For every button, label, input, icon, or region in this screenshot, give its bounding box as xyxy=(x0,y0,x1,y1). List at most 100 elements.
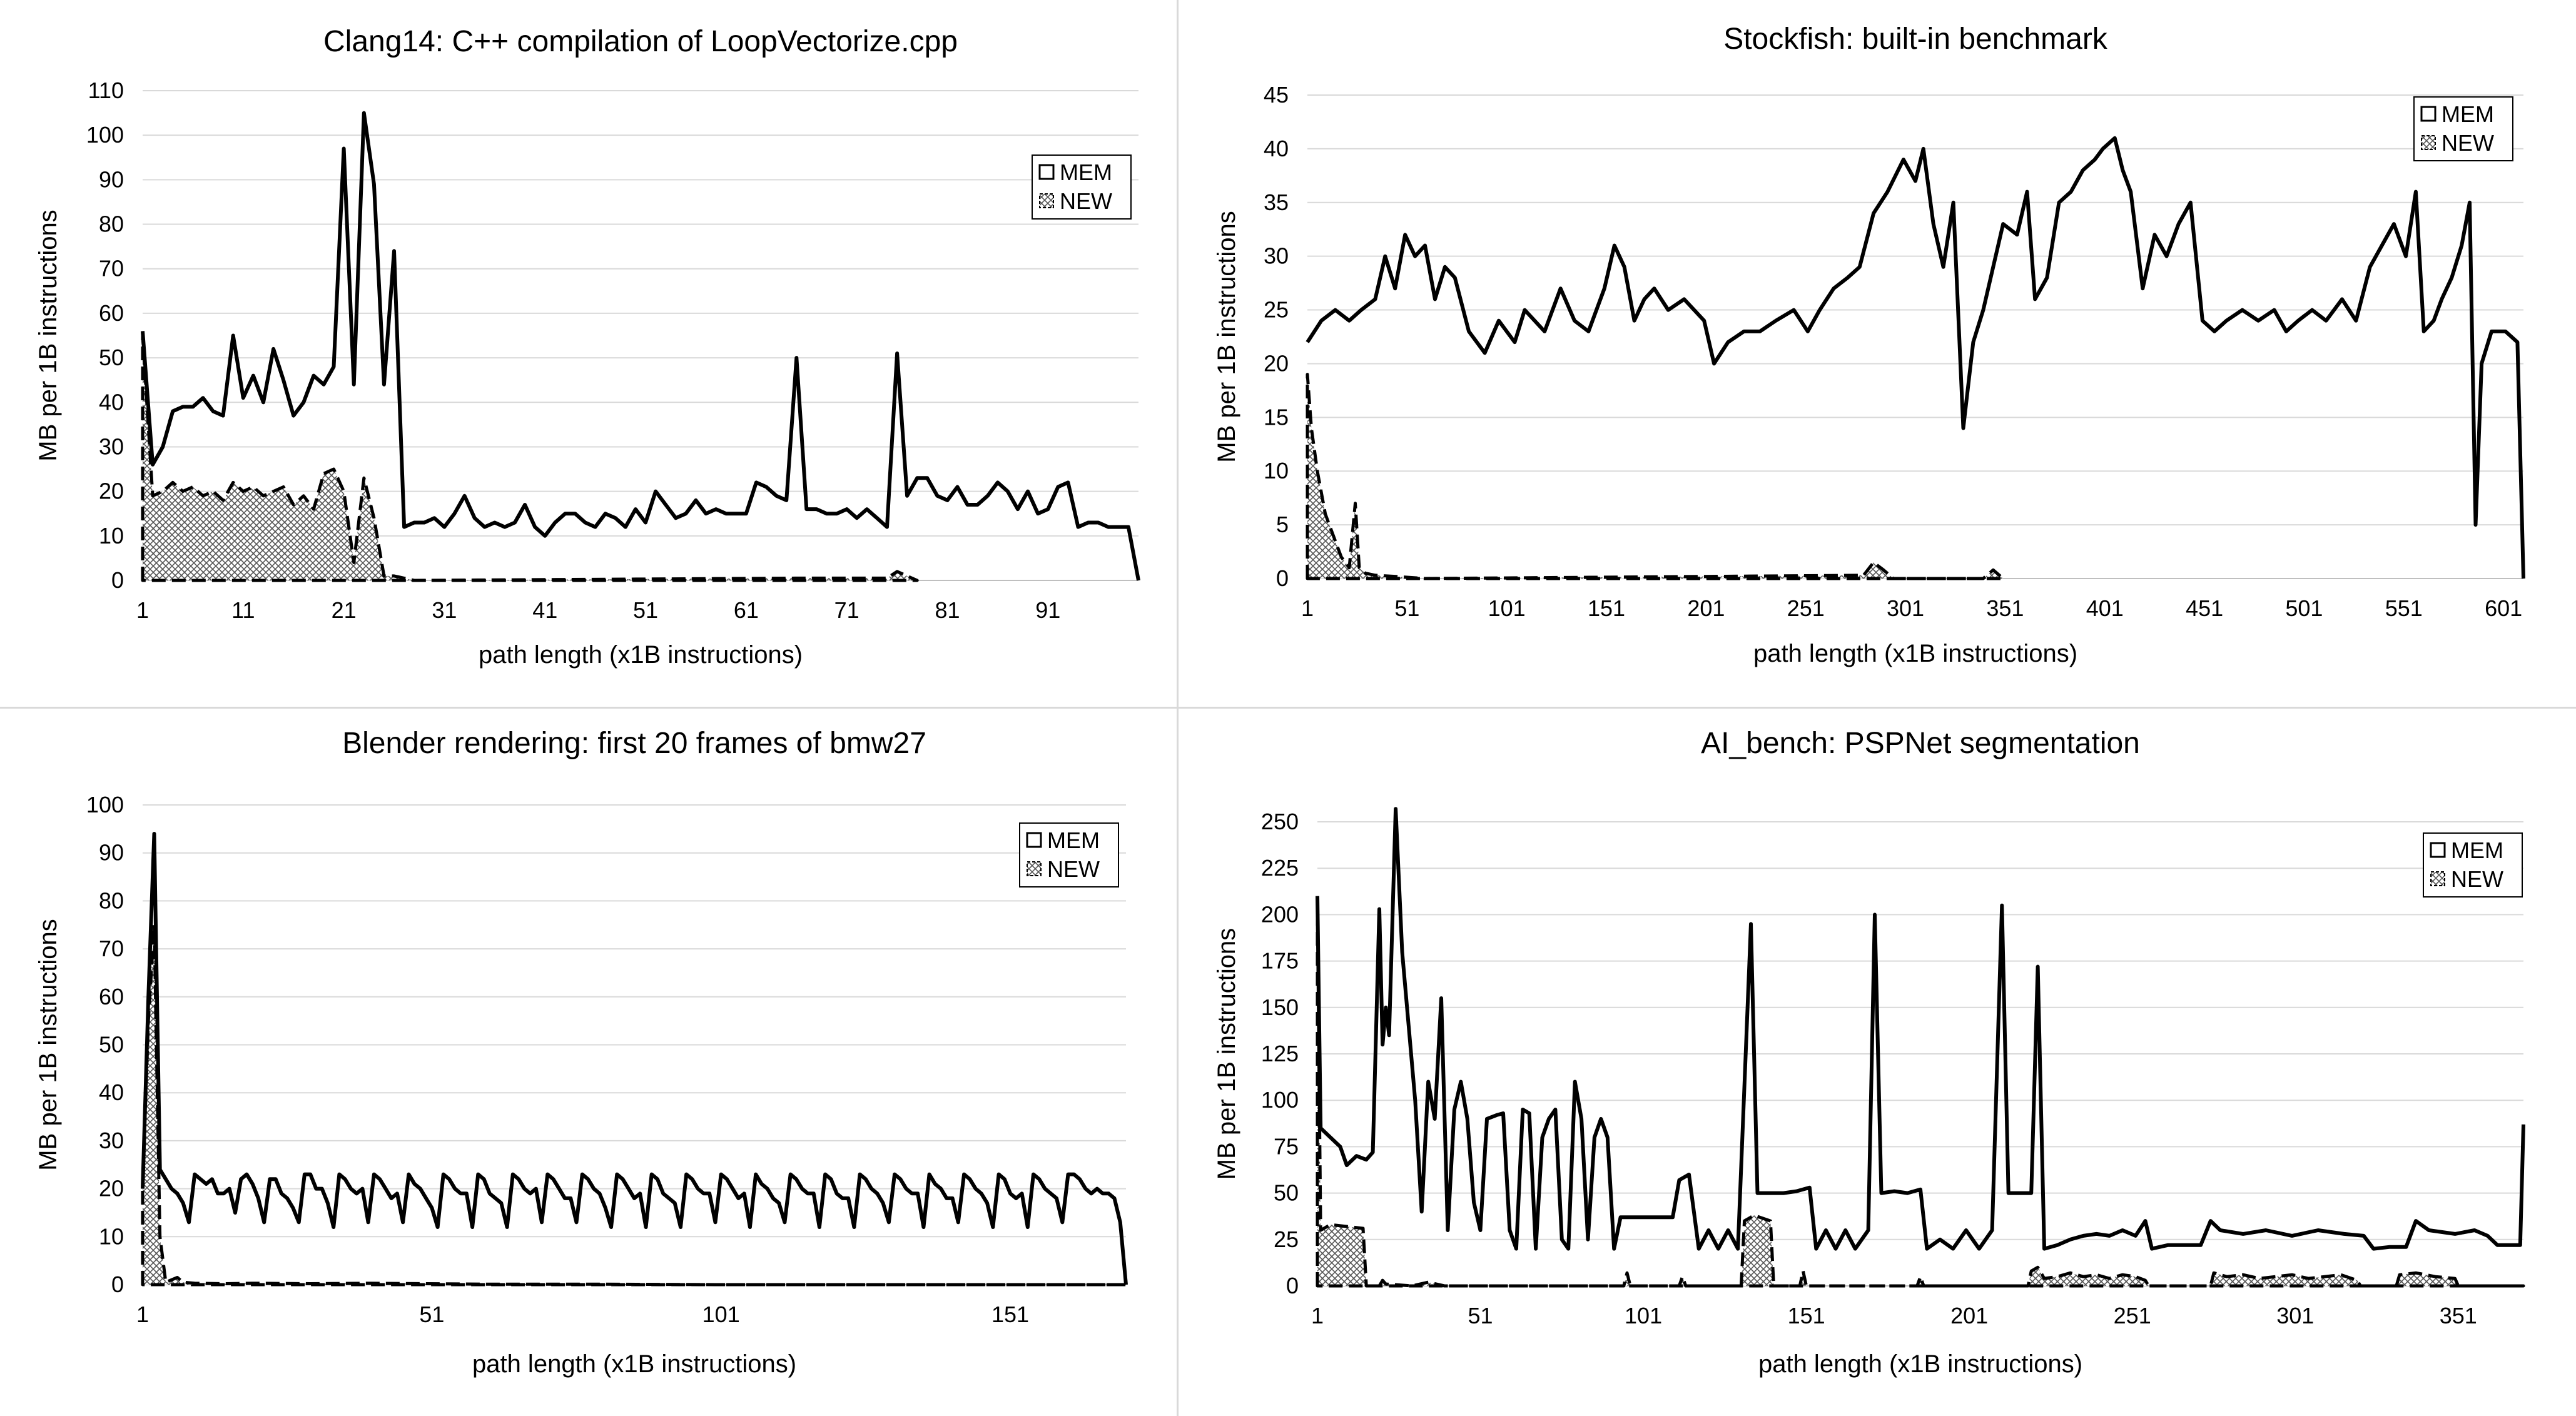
y-tick-label: 100 xyxy=(86,122,124,148)
y-tick-label: 20 xyxy=(99,478,124,504)
y-tick-label: 0 xyxy=(1286,1273,1299,1298)
x-tick-label: 101 xyxy=(1625,1303,1662,1328)
y-tick-label: 0 xyxy=(1276,565,1289,591)
x-axis-label: path length (x1B instructions) xyxy=(472,1350,796,1378)
legend-label-new: NEW xyxy=(1047,856,1100,882)
x-tick-label: 71 xyxy=(834,597,860,623)
chart-title: AI_bench: PSPNet segmentation xyxy=(1701,727,2140,760)
y-tick-label: 50 xyxy=(99,345,124,370)
x-tick-label: 201 xyxy=(1687,595,1725,621)
y-tick-label: 70 xyxy=(99,936,124,961)
series-new-area xyxy=(1306,373,2005,580)
y-tick-label: 125 xyxy=(1261,1041,1299,1066)
y-tick-label: 10 xyxy=(99,1223,124,1249)
x-tick-label: 31 xyxy=(432,597,457,623)
x-tick-label: 201 xyxy=(1950,1303,1988,1328)
chart-svg-blender: Blender rendering: first 20 frames of bm… xyxy=(34,727,1128,1378)
y-tick-label: 250 xyxy=(1261,809,1299,834)
y-tick-label: 40 xyxy=(99,1080,124,1105)
y-tick-label: 0 xyxy=(111,567,124,593)
y-tick-label: 75 xyxy=(1274,1133,1299,1159)
x-axis-label: path length (x1B instructions) xyxy=(1758,1350,2082,1378)
legend: MEM NEW xyxy=(2423,832,2523,898)
y-tick-label: 45 xyxy=(1264,82,1289,108)
x-tick-label: 251 xyxy=(1787,595,1825,621)
legend-swatch-mem xyxy=(1026,832,1042,848)
legend-swatch-new xyxy=(1039,193,1054,208)
x-axis-label: path length (x1B instructions) xyxy=(479,641,803,669)
series-mem-line xyxy=(1306,136,2525,579)
y-axis-label: MB per 1B instructions xyxy=(1213,211,1240,462)
y-tick-label: 40 xyxy=(99,389,124,415)
y-tick-label: 100 xyxy=(1261,1087,1299,1113)
y-tick-label: 30 xyxy=(99,433,124,459)
x-tick-label: 451 xyxy=(2186,595,2223,621)
y-tick-label: 60 xyxy=(99,984,124,1009)
y-tick-label: 200 xyxy=(1261,901,1299,927)
y-tick-label: 20 xyxy=(99,1176,124,1201)
legend-label-new: NEW xyxy=(2451,866,2503,892)
x-tick-label: 91 xyxy=(1035,597,1060,623)
x-tick-label: 21 xyxy=(332,597,357,623)
x-tick-label: 1 xyxy=(1301,595,1314,621)
x-tick-label: 1 xyxy=(136,1302,149,1327)
y-tick-label: 30 xyxy=(99,1128,124,1153)
x-tick-label: 501 xyxy=(2285,595,2323,621)
x-tick-label: 151 xyxy=(991,1302,1029,1327)
y-tick-label: 225 xyxy=(1261,855,1299,881)
y-tick-label: 50 xyxy=(1274,1180,1299,1206)
y-tick-label: 10 xyxy=(99,523,124,549)
legend-label-new: NEW xyxy=(1060,188,1112,214)
x-tick-label: 11 xyxy=(231,597,255,623)
legend-swatch-new xyxy=(2430,871,2445,886)
y-axis-label: MB per 1B instructions xyxy=(1213,928,1240,1180)
x-tick-label: 51 xyxy=(1394,595,1419,621)
x-tick-label: 601 xyxy=(2485,595,2522,621)
chart-svg-clang14: Clang14: C++ compilation of LoopVectoriz… xyxy=(34,25,1140,669)
x-tick-label: 1 xyxy=(1311,1303,1324,1328)
y-tick-label: 90 xyxy=(99,166,124,192)
x-tick-label: 351 xyxy=(1986,595,2024,621)
x-tick-label: 101 xyxy=(1488,595,1526,621)
x-tick-label: 51 xyxy=(633,597,658,623)
legend-label-mem: MEM xyxy=(1060,159,1112,185)
x-tick-label: 151 xyxy=(1588,595,1625,621)
y-tick-label: 110 xyxy=(88,78,124,103)
legend: MEM NEW xyxy=(2413,96,2513,161)
panel-divider-horizontal xyxy=(0,707,2576,709)
y-tick-label: 10 xyxy=(1264,458,1289,483)
x-tick-label: 51 xyxy=(419,1302,444,1327)
legend-label-new: NEW xyxy=(2442,130,2494,156)
series-mem-line xyxy=(1316,807,2525,1251)
chart-panel-blender: Blender rendering: first 20 frames of bm… xyxy=(0,709,1176,1416)
x-tick-label: 351 xyxy=(2440,1303,2477,1328)
legend-swatch-new xyxy=(1027,861,1042,876)
x-tick-label: 61 xyxy=(734,597,759,623)
series-mem-line xyxy=(141,111,1140,581)
chart-title: Clang14: C++ compilation of LoopVectoriz… xyxy=(323,25,958,58)
y-tick-label: 90 xyxy=(99,840,124,866)
y-tick-label: 0 xyxy=(111,1272,124,1297)
legend-label-mem: MEM xyxy=(1047,827,1100,853)
y-tick-label: 20 xyxy=(1264,350,1289,376)
x-tick-label: 101 xyxy=(702,1302,740,1327)
chart-title: Blender rendering: first 20 frames of bm… xyxy=(342,727,926,760)
x-tick-label: 401 xyxy=(2086,595,2124,621)
y-tick-label: 100 xyxy=(86,792,124,817)
y-tick-label: 80 xyxy=(99,211,124,237)
legend-swatch-new xyxy=(2421,135,2436,150)
x-tick-label: 41 xyxy=(532,597,557,623)
y-axis-label: MB per 1B instructions xyxy=(34,919,62,1170)
y-tick-label: 15 xyxy=(1264,404,1289,430)
chart-panel-ai-bench: AI_bench: PSPNet segmentation 0 25 50 75 100 1… xyxy=(1179,709,2576,1416)
x-tick-label: 51 xyxy=(1468,1303,1493,1328)
x-tick-label: 1 xyxy=(136,597,149,623)
x-tick-label: 301 xyxy=(2276,1303,2314,1328)
series-new-area xyxy=(141,334,919,582)
y-tick-label: 50 xyxy=(99,1032,124,1058)
chart-svg-ai-bench: AI_bench: PSPNet segmentation 0 25 50 75 100 1… xyxy=(1213,727,2525,1378)
y-tick-label: 60 xyxy=(99,300,124,326)
y-tick-label: 30 xyxy=(1264,243,1289,269)
series-new-area xyxy=(1316,904,2525,1288)
y-tick-label: 175 xyxy=(1261,948,1299,974)
